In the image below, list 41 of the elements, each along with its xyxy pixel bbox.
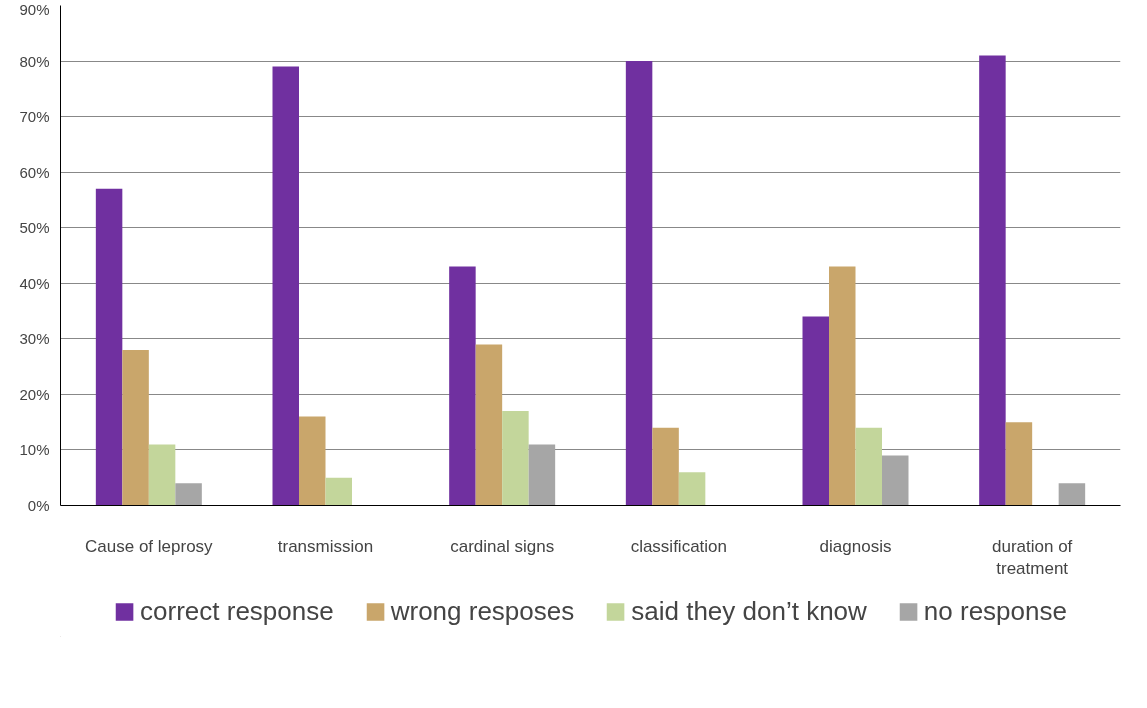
bar: [882, 455, 909, 506]
y-tick-label: 30%: [19, 330, 50, 348]
bar: [475, 344, 503, 506]
bar: [802, 316, 829, 506]
bar: [855, 427, 882, 506]
bar: [652, 427, 679, 506]
bar: [678, 472, 706, 506]
legend-label: no response: [923, 595, 1067, 627]
y-tick-label: 20%: [19, 385, 50, 403]
y-tick-label: 40%: [19, 274, 50, 292]
x-tick-label: cardinal signs: [450, 536, 555, 556]
x-tick-label: transmission: [277, 536, 374, 556]
y-tick-label: 90%: [19, 0, 50, 18]
y-tick-label: 0%: [27, 497, 50, 514]
bar: [148, 444, 176, 506]
x-tick-label: classification: [630, 536, 728, 556]
bar: [625, 61, 653, 506]
bar: [122, 349, 149, 506]
bar: [528, 444, 556, 506]
y-tick-label: 70%: [19, 108, 50, 126]
y-tick-label: 50%: [19, 219, 50, 237]
bar: [325, 477, 352, 506]
bar: [449, 266, 476, 506]
bar: [979, 55, 1006, 506]
bar: [502, 411, 529, 506]
y-tick-label: 10%: [19, 441, 50, 459]
bar: [1005, 422, 1033, 506]
y-tick-label: 80%: [19, 52, 50, 70]
bar: [829, 266, 856, 506]
y-tick-label: 60%: [19, 163, 50, 181]
bar: [272, 66, 299, 506]
bar: [95, 188, 123, 506]
x-tick-label: diagnosis: [819, 536, 892, 556]
legend-label: correct response: [140, 595, 334, 627]
x-tick-label: duration of treatment: [992, 536, 1073, 579]
bar: [175, 483, 202, 506]
bar: [299, 416, 326, 506]
bar: [1058, 483, 1086, 506]
legend-label: wrong resposes: [390, 595, 575, 627]
legend-label: said they don’t know: [631, 595, 867, 627]
x-tick-label: Cause of leprosy: [85, 536, 214, 556]
